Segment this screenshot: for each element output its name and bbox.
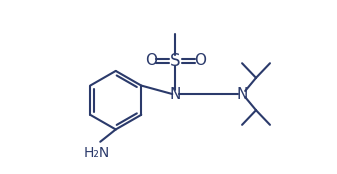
Text: O: O [194, 53, 206, 68]
Text: O: O [145, 53, 157, 68]
Text: H₂N: H₂N [84, 146, 110, 160]
Text: S: S [170, 52, 181, 70]
Text: N: N [170, 86, 181, 102]
Text: N: N [236, 86, 248, 102]
